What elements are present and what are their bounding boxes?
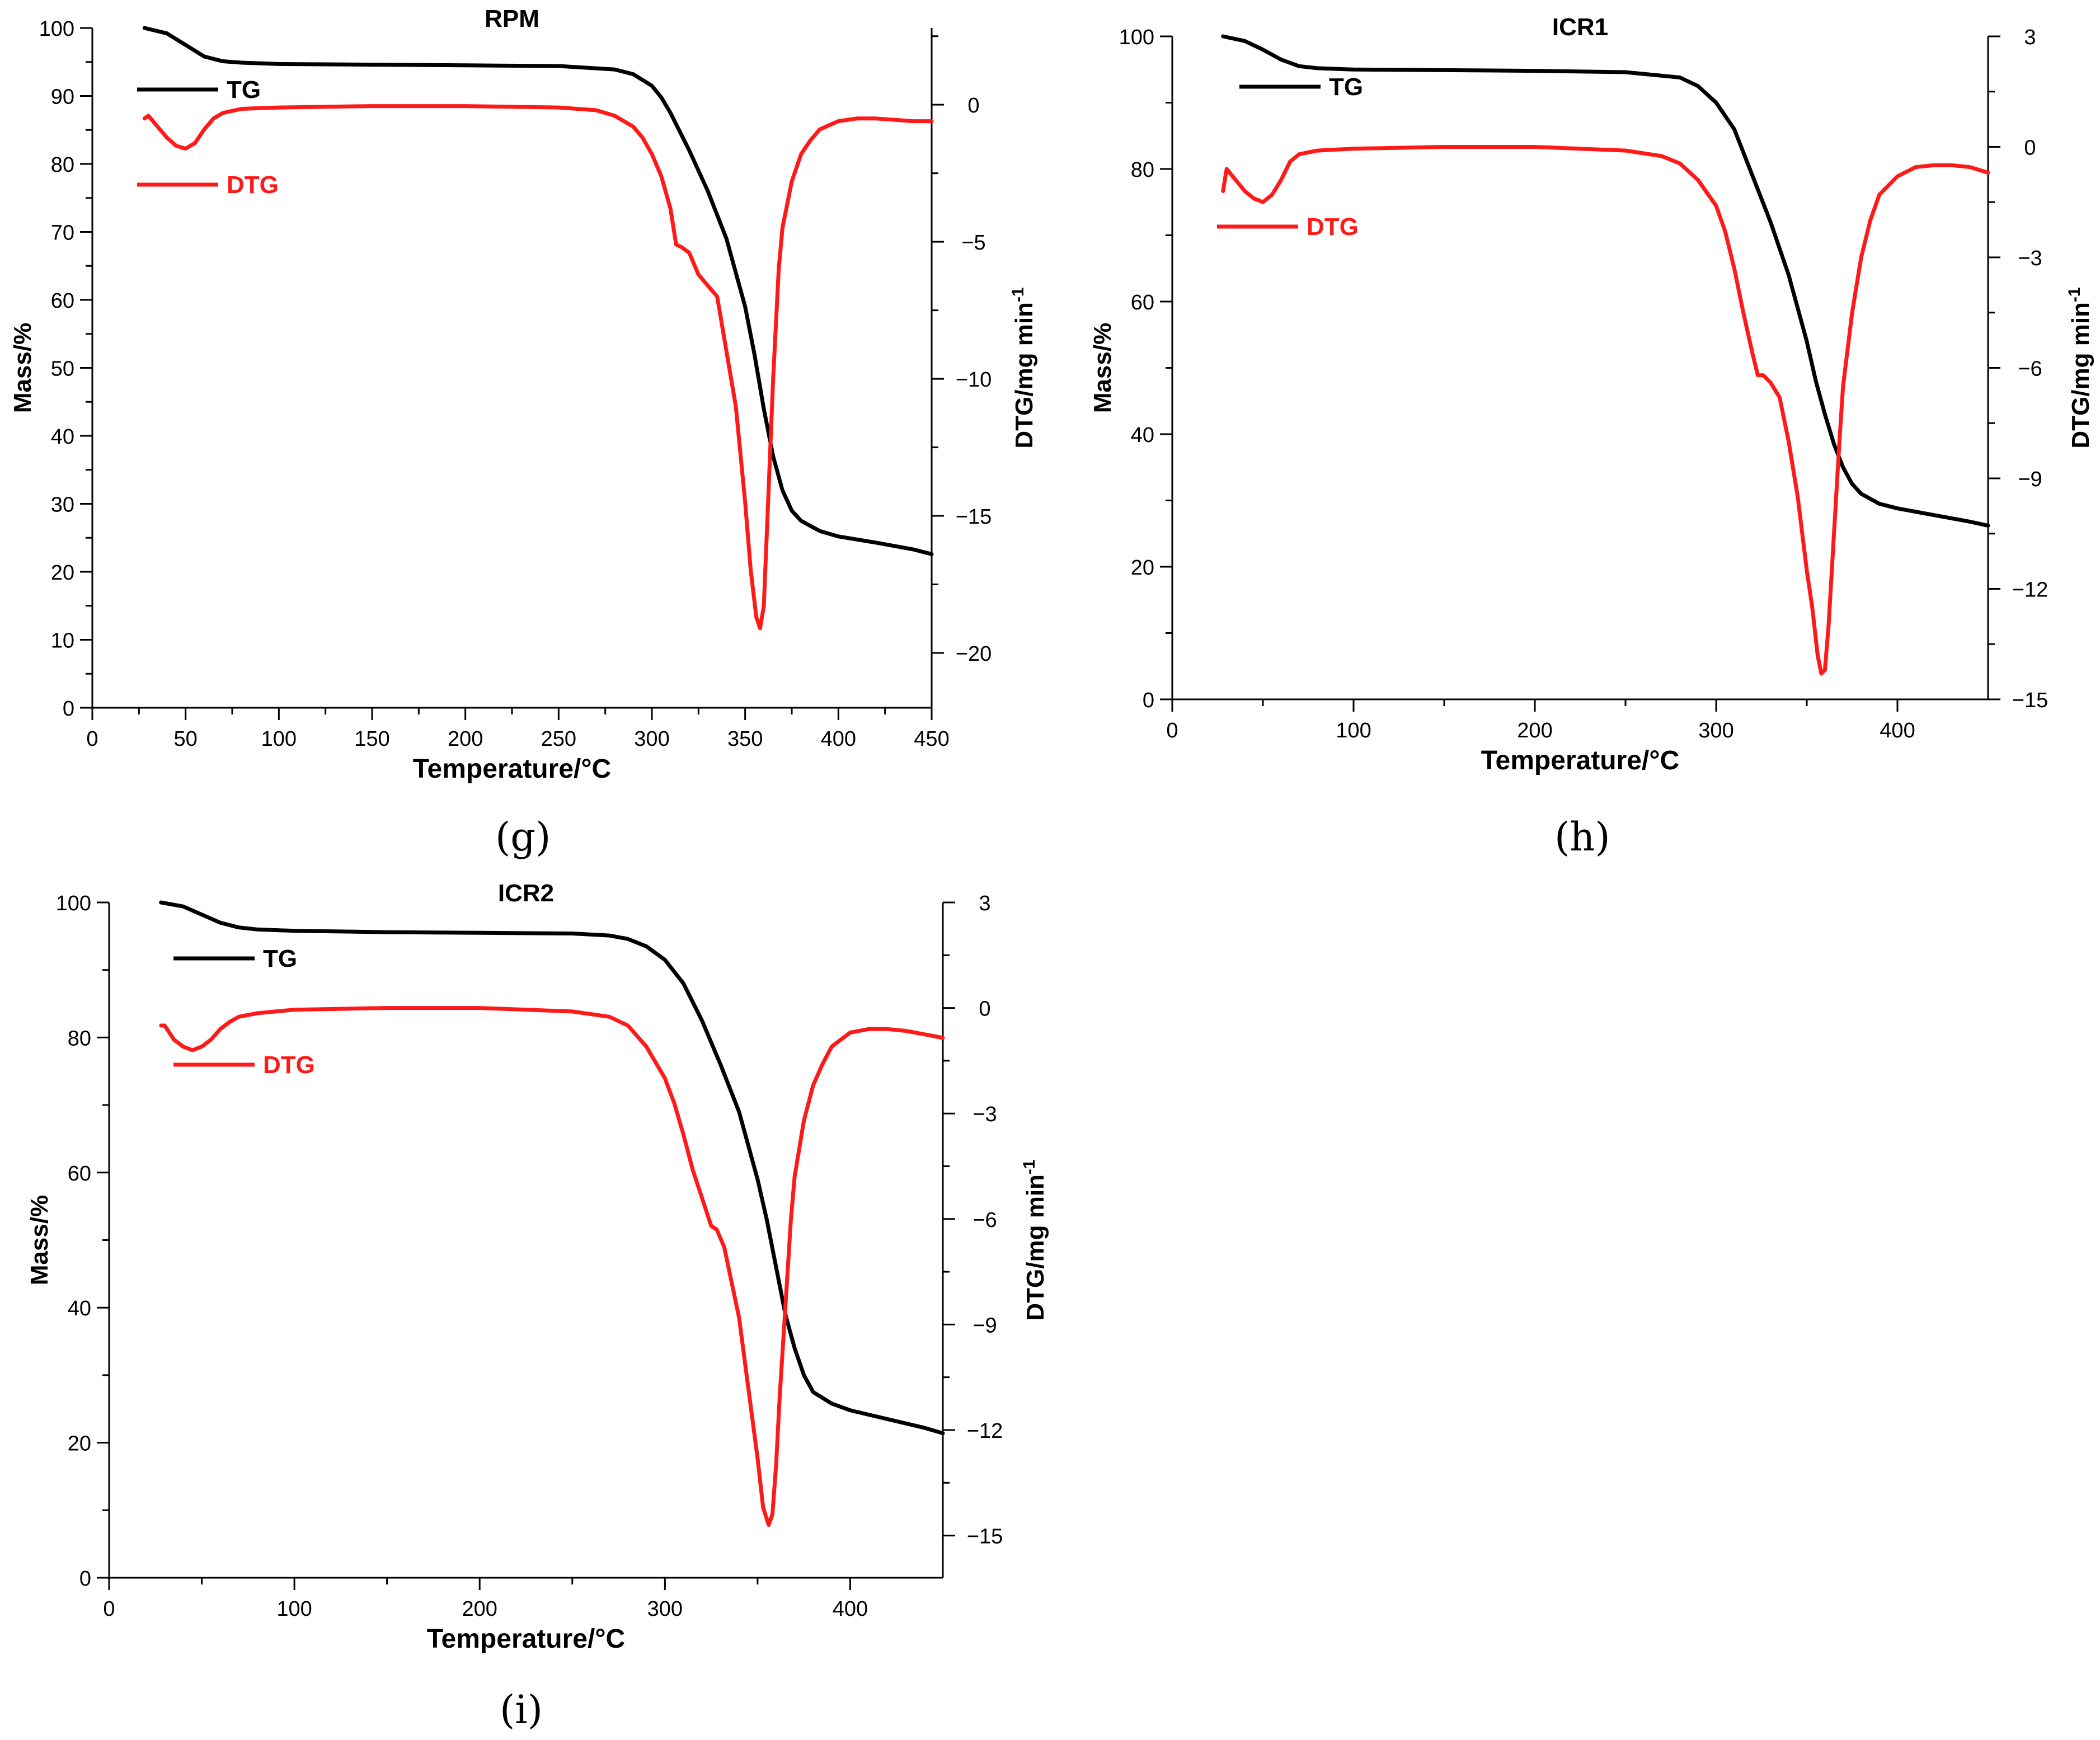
y-left-tick-label: 20 <box>51 561 74 585</box>
y-right-tick-label: −15 <box>2012 689 2048 712</box>
y-left-tick-label: 0 <box>1143 689 1154 712</box>
x-tick-label: 400 <box>1880 719 1915 742</box>
x-tick-label: 200 <box>448 727 483 751</box>
chart-icr2: 0 100 200 300 400 0 20 40 60 80 100 −15 −12 −9 −6 −3 0 3 I… <box>26 880 1049 1654</box>
y-left-tick-label: 80 <box>68 1027 91 1050</box>
x-tick-label: 50 <box>174 727 198 751</box>
y-left-tick-label: 0 <box>63 697 74 721</box>
y-right-tick-label: 0 <box>979 998 990 1021</box>
y-right-tick-label: −15 <box>956 505 992 529</box>
x-tick-label: 100 <box>276 1597 312 1621</box>
x-tick-label: 300 <box>634 727 669 751</box>
caption-i: (i) <box>500 1687 543 1733</box>
y-right-tick-label: −15 <box>967 1525 1003 1549</box>
chart-title: RPM <box>485 5 539 32</box>
dtg-series-line <box>142 104 934 631</box>
y-left-tick-label: 10 <box>51 629 74 653</box>
x-tick-label: 450 <box>914 727 949 751</box>
x-tick-label: 150 <box>354 727 389 751</box>
y-right-axis-label-sup: -1 <box>2065 287 2084 302</box>
x-tick-label: 250 <box>541 727 576 751</box>
caption-g: (g) <box>495 814 551 860</box>
y-right-tick-label: 3 <box>2024 26 2036 49</box>
y-left-axis-label: Mass/% <box>1089 323 1116 413</box>
y-left-tick-label: 100 <box>39 17 74 41</box>
x-tick-label: 400 <box>833 1597 868 1621</box>
y-left-tick-label: 60 <box>51 289 74 313</box>
tg-series-line <box>142 26 934 556</box>
y-right-tick-label: −6 <box>973 1208 997 1232</box>
dtg-series-line <box>159 1006 945 1527</box>
y-left-axis-label: Mass/% <box>9 323 36 413</box>
legend-dtg-label: DTG <box>1307 213 1359 241</box>
y-right-axis-label: DTG/mg min-1 <box>1009 287 1039 448</box>
y-right-tick-label: −20 <box>956 642 992 666</box>
x-axis-label: Temperature/°C <box>413 754 611 784</box>
y-left-tick-label: 100 <box>56 892 91 915</box>
x-tick-label: 100 <box>1336 719 1371 742</box>
y-right-tick-label: −10 <box>956 368 992 392</box>
legend-tg-label: TG <box>263 945 297 972</box>
y-left-tick-label: 100 <box>1119 26 1154 49</box>
x-tick-label: 400 <box>821 727 856 751</box>
y-right-axis-label: DTG/mg min-1 <box>2065 287 2095 448</box>
y-left-tick-label: 50 <box>51 358 74 381</box>
y-right-axis-label: DTG/mg min-1 <box>1020 1159 1050 1320</box>
y-left-tick-label: 80 <box>1131 158 1154 182</box>
x-tick-label: 0 <box>103 1597 115 1621</box>
y-left-tick-label: 90 <box>51 86 74 109</box>
y-left-tick-label: 60 <box>68 1162 91 1186</box>
y-right-axis-label-sup: -1 <box>1020 1159 1039 1174</box>
x-tick-label: 200 <box>1517 719 1552 742</box>
tg-series-line <box>159 900 945 1436</box>
x-tick-label: 200 <box>462 1597 497 1621</box>
caption-h: (h) <box>1554 814 1610 860</box>
y-right-axis-label-main: DTG/mg min <box>1011 302 1038 449</box>
legend-tg-label: TG <box>227 76 261 104</box>
y-left-tick-label: 80 <box>51 153 74 177</box>
chart-title: ICR1 <box>1552 13 1608 41</box>
y-right-axis-label-main: DTG/mg min <box>1022 1174 1049 1321</box>
x-axis-label: Temperature/°C <box>427 1624 625 1654</box>
y-right-tick-label: −12 <box>967 1419 1003 1443</box>
chart-icr1: 0 100 200 300 400 0 20 40 60 80 100 −15 −12 −9 −6 −3 0 3 I… <box>1089 13 2094 775</box>
y-left-tick-label: 40 <box>68 1297 91 1320</box>
y-left-tick-label: 60 <box>1131 291 1154 314</box>
y-left-tick-label: 0 <box>79 1567 91 1591</box>
y-right-tick-label: −3 <box>973 1103 997 1126</box>
x-axis-label: Temperature/°C <box>1481 746 1679 775</box>
y-right-tick-label: −12 <box>2012 579 2048 602</box>
y-right-tick-label: −3 <box>2018 247 2042 270</box>
y-left-tick-label: 40 <box>51 425 74 449</box>
tg-series-line <box>1221 34 1990 528</box>
y-left-tick-label: 70 <box>51 222 74 245</box>
dtg-series-line <box>1221 145 1990 676</box>
y-right-axis-label-main: DTG/mg min <box>2067 302 2094 449</box>
y-right-tick-label: −9 <box>2018 468 2042 491</box>
x-tick-label: 300 <box>647 1597 683 1621</box>
y-left-tick-label: 30 <box>51 493 74 517</box>
y-right-tick-label: 0 <box>2024 137 2036 160</box>
y-left-tick-label: 20 <box>68 1432 91 1456</box>
chart-rpm: 0 50 100 150 200 250 300 350 400 450 0 10 20 30 40 50 60… <box>9 5 1038 784</box>
x-tick-label: 100 <box>261 727 297 751</box>
y-right-tick-label: −5 <box>961 231 985 255</box>
y-left-tick-label: 20 <box>1131 556 1154 580</box>
y-left-axis-label: Mass/% <box>26 1195 53 1285</box>
y-right-tick-label: −9 <box>973 1314 997 1337</box>
y-right-axis-label-sup: -1 <box>1009 287 1027 302</box>
legend-tg-label: TG <box>1329 73 1363 101</box>
x-tick-label: 0 <box>86 727 98 751</box>
chart-title: ICR2 <box>498 880 554 907</box>
y-right-tick-label: 3 <box>979 892 990 915</box>
legend-dtg-label: DTG <box>263 1051 315 1079</box>
y-right-tick-label: 0 <box>967 94 979 117</box>
y-right-tick-label: −6 <box>2018 358 2042 381</box>
x-tick-label: 300 <box>1698 719 1733 742</box>
x-tick-label: 350 <box>727 727 763 751</box>
y-left-tick-label: 40 <box>1131 424 1154 447</box>
legend-dtg-label: DTG <box>227 171 279 199</box>
x-tick-label: 0 <box>1166 719 1178 742</box>
